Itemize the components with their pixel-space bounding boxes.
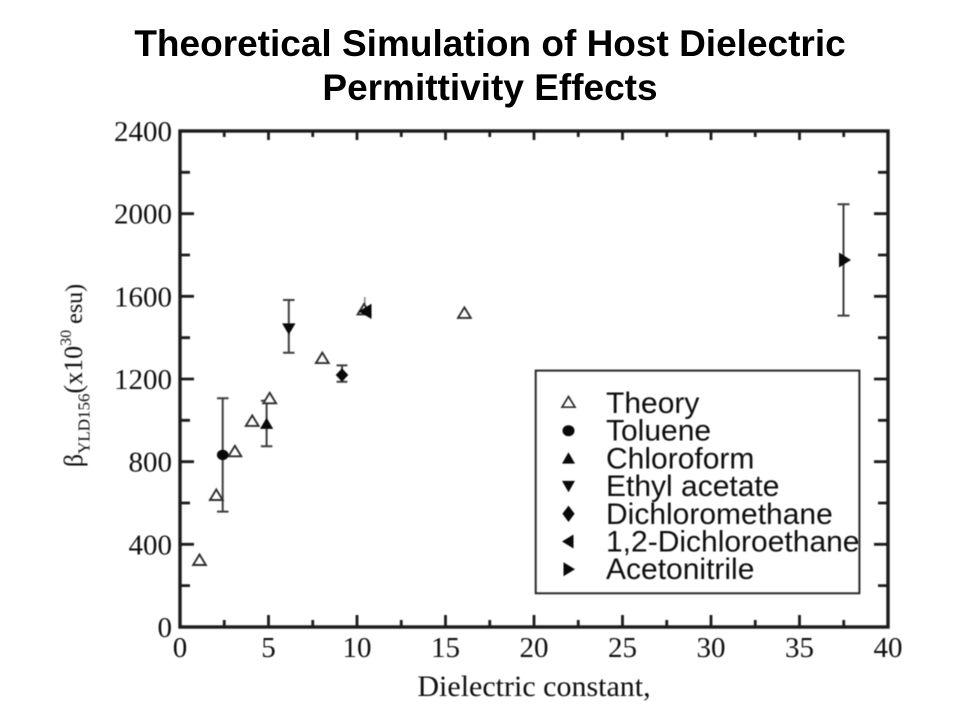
svg-text:30: 30 <box>697 632 726 664</box>
svg-text:15: 15 <box>431 632 460 664</box>
svg-text:20: 20 <box>520 632 549 664</box>
svg-text:1200: 1200 <box>114 364 172 396</box>
svg-text:2000: 2000 <box>114 199 172 231</box>
svg-text:Dielectric constant,: Dielectric constant, <box>417 670 650 703</box>
svg-text:Toluene: Toluene <box>606 415 711 448</box>
svg-text:Chloroform: Chloroform <box>606 442 754 475</box>
svg-text:Dichloromethane: Dichloromethane <box>606 498 833 531</box>
svg-text:40: 40 <box>874 632 903 664</box>
svg-text:βYLD156(x1030 esu): βYLD156(x1030 esu) <box>58 284 94 467</box>
svg-text:5: 5 <box>261 632 276 664</box>
svg-text:1,2-Dichloroethane: 1,2-Dichloroethane <box>606 526 860 559</box>
svg-text:Acetonitrile: Acetonitrile <box>606 553 754 586</box>
svg-text:400: 400 <box>129 529 173 561</box>
svg-text:10: 10 <box>343 632 372 664</box>
svg-text:0: 0 <box>173 632 188 664</box>
svg-text:Ethyl acetate: Ethyl acetate <box>606 470 779 503</box>
svg-text:35: 35 <box>785 632 814 664</box>
svg-text:25: 25 <box>608 632 637 664</box>
svg-text:2400: 2400 <box>114 116 172 148</box>
svg-text:800: 800 <box>129 447 173 479</box>
svg-text:0: 0 <box>158 612 173 644</box>
svg-text:Theory: Theory <box>606 387 699 420</box>
svg-text:1600: 1600 <box>114 281 172 313</box>
